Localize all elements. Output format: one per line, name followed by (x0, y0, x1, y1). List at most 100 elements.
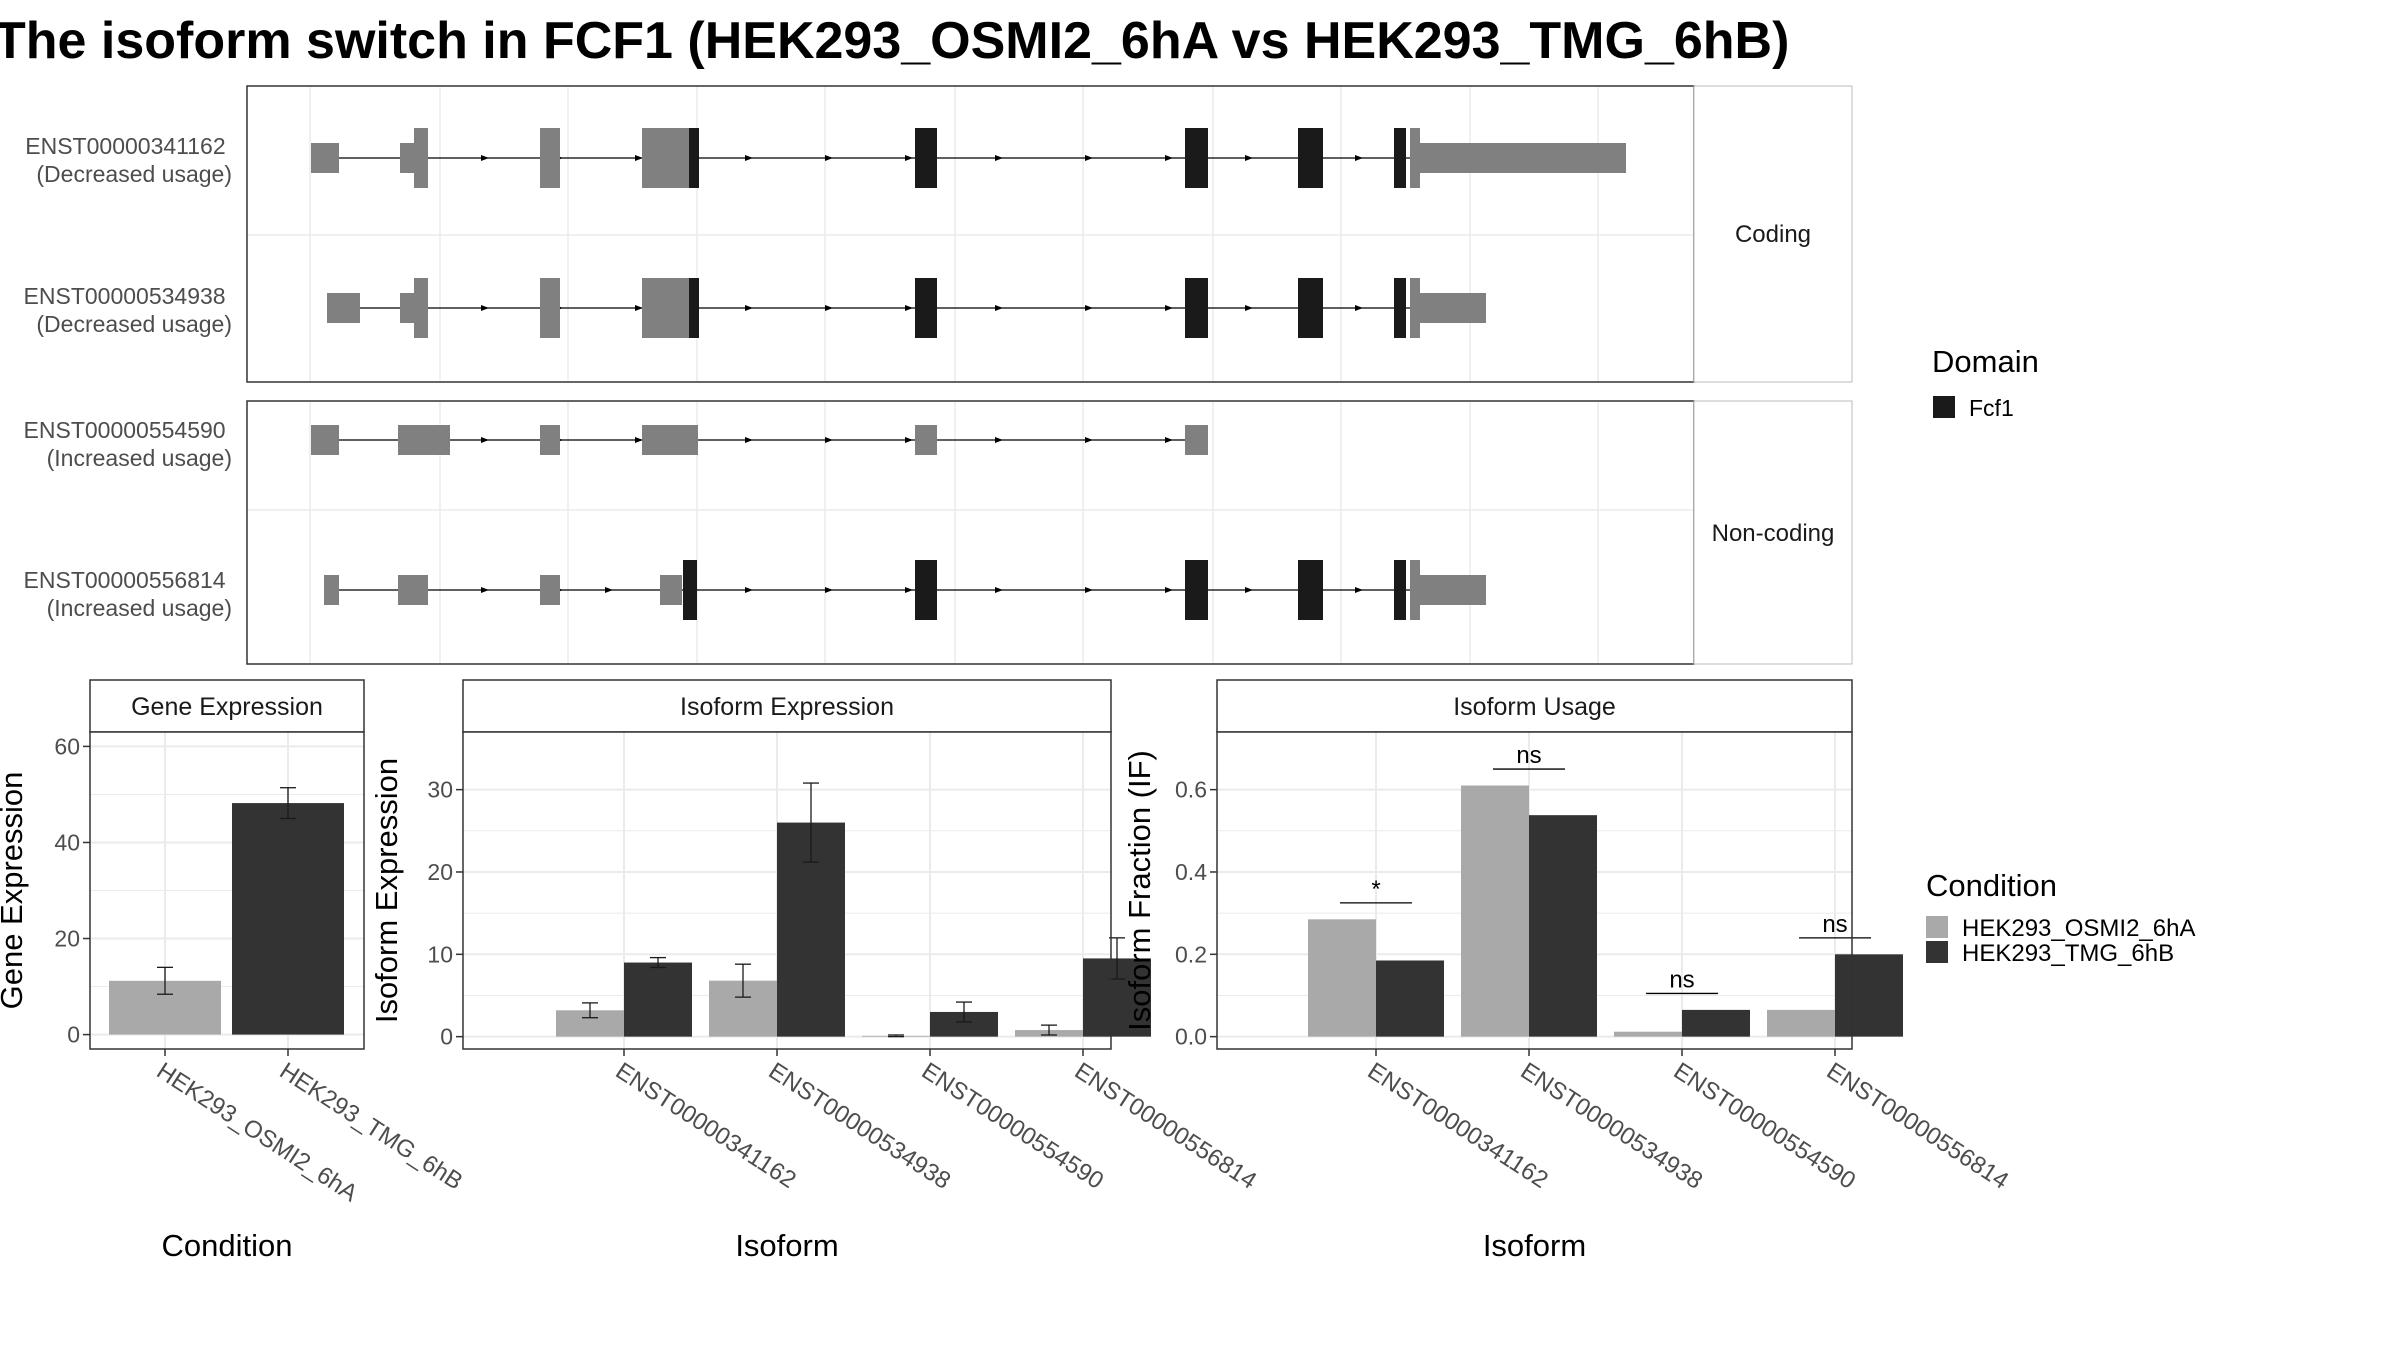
exon (327, 293, 360, 323)
bar (1767, 1009, 1835, 1037)
condition-label-b: HEK293_TMG_6hB (1962, 940, 2174, 967)
domain-fcf1 (1394, 560, 1406, 620)
y-axis-title: Isoform Fraction (IF) (1122, 750, 1157, 1031)
domain-fcf1 (915, 278, 937, 338)
panel-strip-title: Gene Expression (131, 693, 323, 721)
exon (398, 425, 450, 455)
bar (232, 803, 344, 1035)
plot-frame (89, 731, 365, 1050)
domain-fcf1 (1394, 278, 1406, 338)
x-tick-label: HEK293_OSMI2_6hA (152, 1057, 363, 1207)
exon (414, 278, 428, 338)
y-tick-label: 0.2 (1175, 941, 1207, 967)
intron-arrow (1165, 437, 1173, 443)
y-tick-label: 20 (427, 859, 453, 885)
intron-arrow (605, 587, 613, 593)
intron-arrow (905, 587, 913, 593)
significance-label: ns (1822, 911, 1847, 938)
significance-label: ns (1669, 966, 1694, 993)
bar (624, 962, 692, 1037)
figure-title: The isoform switch in FCF1 (HEK293_OSMI2… (0, 12, 1789, 70)
intron-arrow (481, 437, 489, 443)
panel-strip-title: Isoform Expression (680, 693, 894, 721)
exon (414, 128, 428, 188)
transcript-structure-panels: Coding Non-coding ENST00000341162 (Decre… (24, 85, 1853, 665)
intron-arrow (745, 305, 753, 311)
x-axis-title: Condition (162, 1228, 293, 1263)
bar (1308, 919, 1376, 1037)
intron-arrow (1245, 587, 1253, 593)
condition-label-a: HEK293_OSMI2_6hA (1962, 915, 2195, 942)
intron-arrow (745, 437, 753, 443)
intron-arrow (995, 155, 1003, 161)
exon (540, 128, 560, 188)
intron-arrow (481, 587, 489, 593)
panel-strip (1216, 679, 1853, 733)
domain-fcf1 (1185, 278, 1208, 338)
y-tick-label: 0.0 (1175, 1024, 1207, 1050)
y-axis-title: Gene Expression (0, 772, 29, 1010)
intron-arrow (1085, 155, 1093, 161)
intron-arrow (825, 587, 833, 593)
domain-fcf1 (1185, 560, 1208, 620)
bar (1614, 1031, 1682, 1037)
intron-arrow (481, 155, 489, 161)
y-tick-label: 0.6 (1175, 777, 1207, 803)
domain-fcf1 (689, 278, 699, 338)
condition-legend-title: Condition (1926, 868, 2057, 903)
exon (1420, 143, 1626, 173)
exon (400, 143, 414, 173)
exon (1410, 560, 1420, 620)
intron-arrow (745, 155, 753, 161)
coding-panel-frame (246, 85, 1695, 383)
intron-arrow (635, 305, 643, 311)
isoform-label-4: ENST00000556814 (Increased usage) (24, 567, 232, 621)
exon (1410, 128, 1420, 188)
domain-fcf1 (1394, 128, 1406, 188)
intron-arrow (905, 155, 913, 161)
intron-arrow (1245, 155, 1253, 161)
domain-legend-label: Fcf1 (1969, 395, 2014, 421)
intron-arrow (905, 305, 913, 311)
y-tick-label: 0 (440, 1024, 453, 1050)
intron-arrow (995, 305, 1003, 311)
exon (1420, 293, 1486, 323)
intron-arrow (1355, 155, 1363, 161)
exon (540, 278, 560, 338)
exon (1185, 425, 1208, 455)
intron-arrow (1355, 305, 1363, 311)
exon (398, 575, 428, 605)
exon (1420, 575, 1486, 605)
intron-arrow (635, 155, 643, 161)
exon (400, 293, 414, 323)
exon (311, 143, 339, 173)
domain-fcf1 (689, 128, 699, 188)
y-tick-label: 20 (54, 926, 80, 952)
domain-fcf1 (1185, 128, 1208, 188)
domain-legend: Domain Fcf1 (1932, 344, 2039, 421)
plot-frame (1216, 731, 1853, 1050)
panel-strip-title: Isoform Usage (1453, 693, 1616, 721)
y-tick-label: 60 (54, 733, 80, 759)
exon (642, 278, 690, 338)
condition-legend: Condition HEK293_OSMI2_6hA HEK293_TMG_6h… (1926, 868, 2195, 967)
exon (915, 425, 937, 455)
noncoding-strip-label: Non-coding (1712, 520, 1835, 547)
significance-label: ns (1516, 742, 1541, 769)
bar (1682, 1009, 1750, 1037)
exon (660, 575, 682, 605)
isoform-label-3: ENST00000554590 (Increased usage) (24, 417, 232, 471)
x-axis-title: Isoform (735, 1228, 838, 1263)
intron-arrow (1085, 587, 1093, 593)
exon (324, 575, 339, 605)
coding-strip-label: Coding (1735, 221, 1811, 248)
bar (1835, 954, 1903, 1037)
y-tick-label: 10 (427, 941, 453, 967)
exon (642, 425, 698, 455)
domain-fcf1 (915, 560, 937, 620)
domain-fcf1 (1298, 128, 1323, 188)
isoform-label-1: ENST00000341162 (Decreased usage) (25, 133, 232, 187)
y-tick-label: 40 (54, 829, 80, 855)
intron-arrow (1165, 305, 1173, 311)
intron-arrow (1085, 437, 1093, 443)
